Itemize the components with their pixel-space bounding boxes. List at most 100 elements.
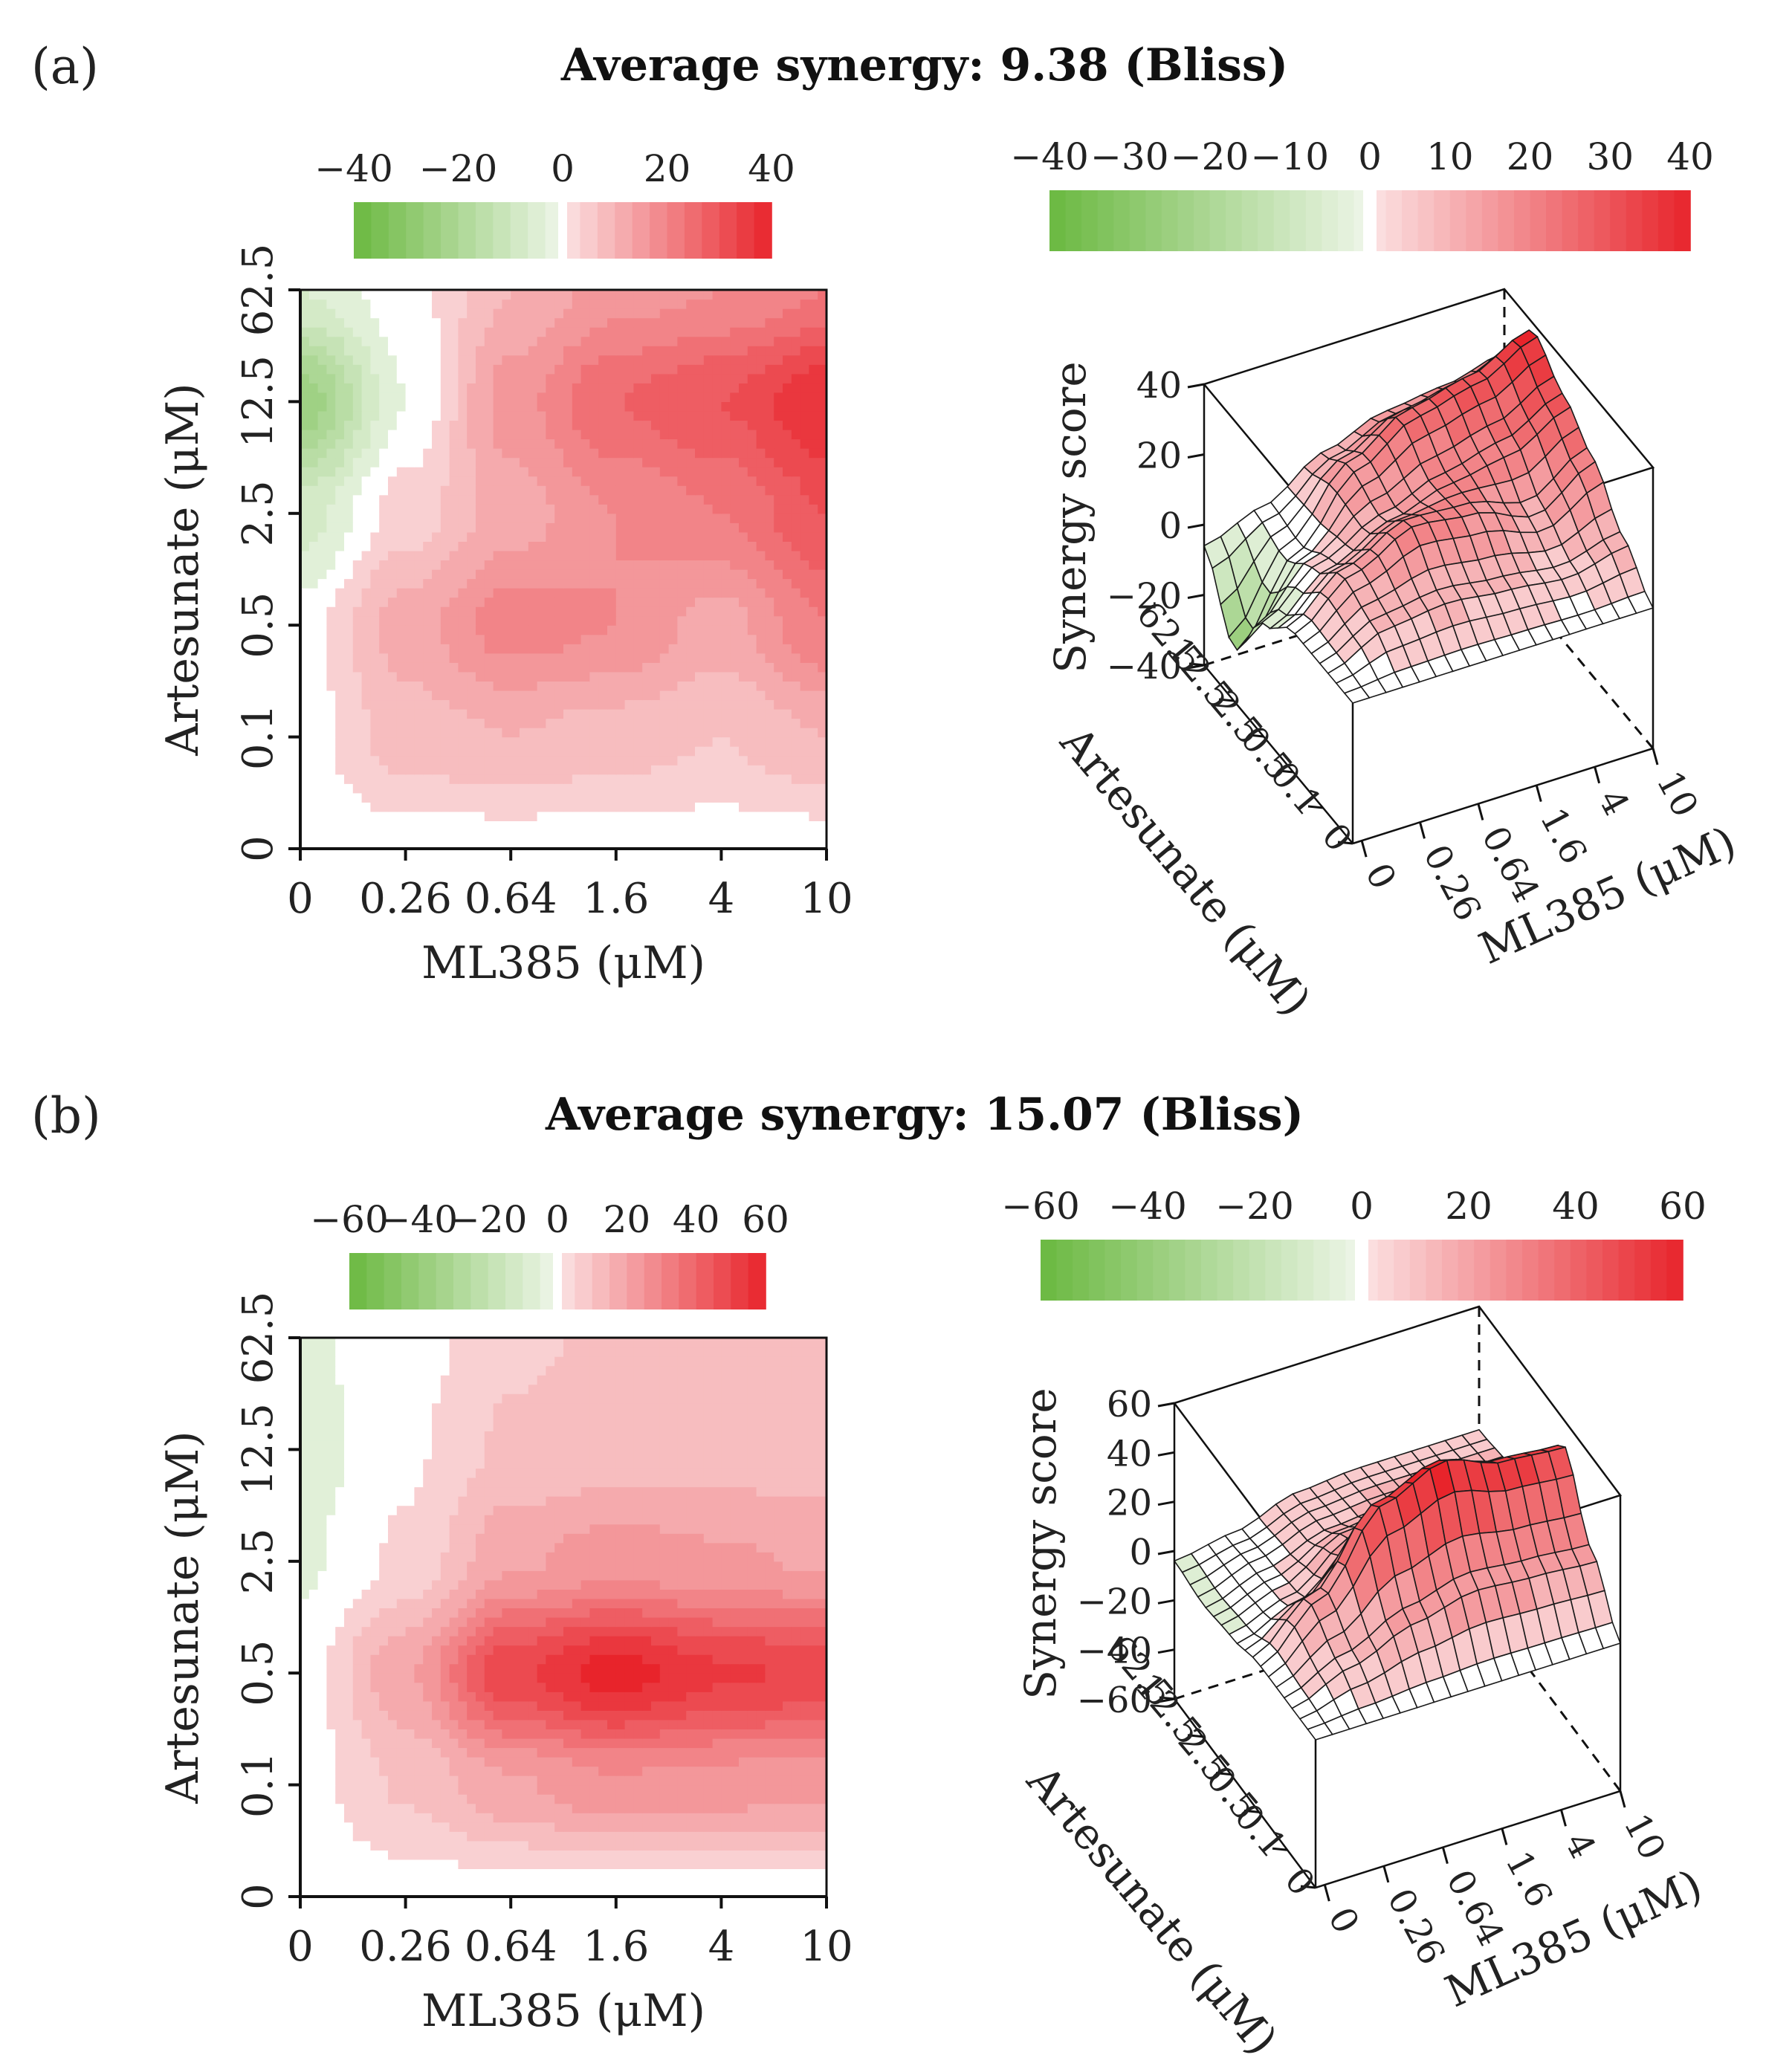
heatmap-cell — [712, 430, 722, 440]
heatmap-cell — [432, 1850, 442, 1860]
heatmap-cell — [352, 671, 363, 682]
heatmap-cell — [624, 774, 634, 784]
heatmap-cell — [511, 1757, 520, 1767]
heatmap-cell — [476, 690, 485, 701]
heatmap-cell — [633, 299, 643, 309]
heatmap-cell — [563, 560, 573, 570]
heatmap-cell — [396, 346, 407, 356]
heatmap-cell — [467, 1868, 476, 1879]
heatmap-cell — [615, 401, 626, 412]
heatmap-cell — [414, 644, 424, 654]
heatmap-cell — [712, 336, 722, 346]
heatmap-cell — [783, 1784, 792, 1795]
heatmap-cell — [818, 1887, 827, 1897]
heatmap-cell — [765, 1868, 774, 1879]
heatmap-cell — [317, 327, 327, 337]
heatmap-cell — [440, 690, 450, 701]
heatmap-cell — [739, 569, 748, 580]
heatmap-cell — [747, 634, 757, 644]
heatmap-cell — [651, 1813, 661, 1823]
heatmap-cell — [580, 550, 590, 561]
heatmap-cell — [414, 1757, 424, 1767]
heatmap-cell — [440, 1840, 450, 1851]
heatmap-cell — [502, 420, 511, 430]
heatmap-cell — [765, 1813, 774, 1823]
heatmap-cell — [546, 653, 555, 663]
heatmap-cell — [352, 410, 363, 421]
heatmap-cell — [352, 290, 363, 300]
heatmap-cell — [405, 606, 415, 617]
heatmap-cell — [563, 1840, 573, 1851]
heatmap-cell — [317, 410, 327, 421]
heatmap-cell — [537, 699, 546, 710]
heatmap-cell — [546, 736, 555, 747]
heatmap-cell — [493, 1850, 502, 1860]
heatmap-cell — [554, 336, 564, 346]
heatmap-cell — [440, 1766, 450, 1776]
heatmap-cell — [440, 346, 450, 356]
heatmap-cell — [563, 578, 573, 589]
heatmap-cell — [818, 653, 827, 663]
heatmap-cell — [633, 1822, 643, 1832]
heatmap-cell — [414, 774, 424, 784]
heatmap-cell — [730, 662, 740, 673]
heatmap-cell — [818, 531, 827, 542]
heatmap-cell — [414, 420, 424, 430]
heatmap-cell — [598, 467, 608, 477]
heatmap-cell — [563, 1794, 573, 1804]
heatmap-cell — [677, 373, 687, 383]
heatmap-cell — [467, 671, 476, 682]
heatmap-cell — [563, 373, 573, 383]
heatmap-cell — [300, 755, 310, 765]
heatmap-cell — [712, 373, 722, 383]
colorbar-segment — [580, 202, 598, 259]
heatmap-cell — [721, 792, 731, 803]
heatmap-cell — [572, 541, 582, 551]
heatmap-cell — [580, 1831, 590, 1842]
heatmap-cell — [695, 588, 705, 598]
heatmap-cell — [800, 430, 809, 440]
colorbar-segment — [406, 202, 424, 259]
heatmap-cell — [747, 588, 757, 598]
heatmap-cell — [572, 290, 582, 300]
heatmap-cell — [326, 671, 336, 682]
heatmap-cell — [537, 317, 546, 328]
heatmap-cell — [317, 290, 327, 300]
heatmap-cell — [695, 336, 705, 346]
z-tick — [1187, 523, 1205, 529]
heatmap-cell — [739, 541, 748, 551]
heatmap-cell — [783, 430, 792, 440]
heatmap-cell — [686, 783, 696, 794]
heatmap-cell — [739, 383, 748, 393]
heatmap-cell — [721, 290, 731, 300]
heatmap-cell — [624, 736, 634, 747]
heatmap-cell — [520, 1868, 529, 1879]
heatmap-cell — [703, 504, 714, 514]
heatmap-cell — [659, 662, 670, 673]
heatmap-cell — [352, 1877, 363, 1888]
heatmap-cell — [747, 290, 757, 300]
heatmap-cell — [317, 513, 327, 523]
heatmap-cell — [502, 504, 511, 514]
heatmap-cell — [308, 829, 319, 841]
heatmap-cell — [633, 448, 643, 459]
heatmap-cell — [686, 690, 696, 701]
heatmap-cell — [511, 1859, 520, 1869]
heatmap-cell — [783, 438, 792, 449]
heatmap-cell — [633, 541, 643, 551]
heatmap-cell — [467, 354, 476, 365]
heatmap-cell — [712, 457, 722, 467]
heatmap-cell — [335, 1784, 345, 1795]
heatmap-cell — [695, 615, 705, 626]
heatmap-cell — [668, 299, 678, 309]
heatmap-cell — [721, 1831, 731, 1842]
heatmap-cell — [651, 1840, 661, 1851]
heatmap-cell — [467, 1887, 476, 1897]
heatmap-cell — [572, 569, 582, 580]
heatmap-cell — [361, 476, 371, 486]
heatmap-cell — [493, 401, 502, 412]
heatmap-cell — [756, 438, 766, 449]
heatmap-cell — [370, 430, 380, 440]
heatmap-cell — [344, 346, 354, 356]
heatmap-cell — [747, 662, 757, 673]
